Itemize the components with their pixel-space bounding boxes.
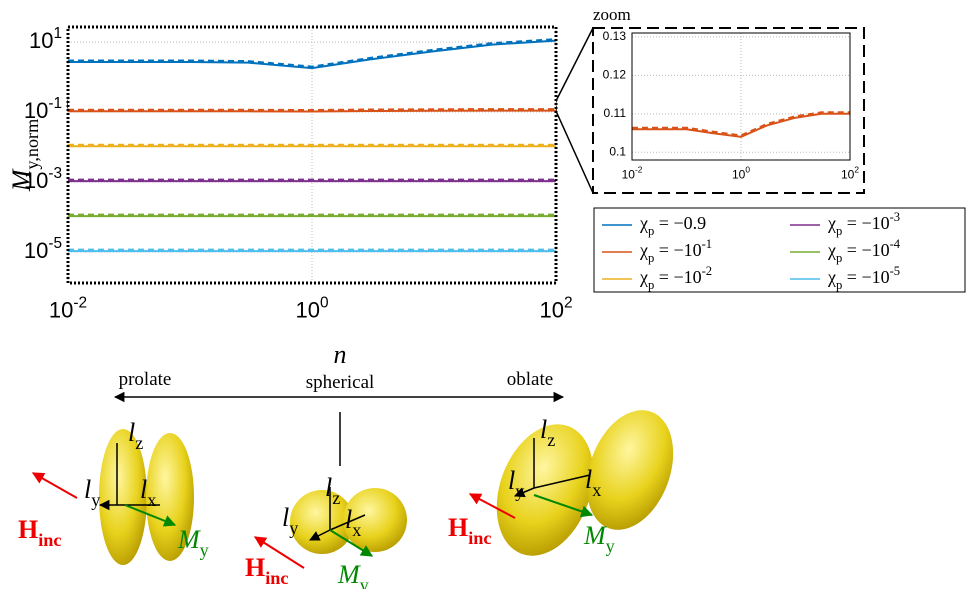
y-tick-label: 10-1 — [24, 95, 62, 123]
y-tick-label: 0.13 — [603, 29, 627, 43]
dimension-label: ly — [84, 475, 101, 510]
data-line — [632, 112, 850, 138]
x-axis-label: n — [334, 340, 347, 369]
ellipsoid — [146, 433, 194, 561]
dimension-label: lz — [325, 473, 340, 508]
x-tick-label: 10-2 — [622, 165, 643, 182]
diagram: prolate spherical oblate — [31, 369, 674, 569]
dimension-label: lz — [128, 418, 143, 453]
plot-area — [68, 27, 556, 283]
legend-frame — [593, 207, 966, 293]
legend-label: χp = −10-3 — [827, 210, 900, 238]
y-tick-label: 101 — [29, 25, 62, 53]
x-tick-label: 102 — [841, 165, 859, 182]
connector — [555, 110, 594, 194]
dimension-label: ly — [282, 503, 299, 538]
legend-label: χp = −0.9 — [639, 213, 706, 238]
ellipsoid — [586, 410, 674, 530]
data-line-dashed — [68, 108, 556, 112]
y-tick-label: 0.12 — [603, 68, 627, 82]
plot-frame — [66, 25, 558, 285]
sphere — [343, 488, 407, 552]
dimension-label: lx — [585, 465, 601, 500]
field-label: Hinc — [18, 515, 61, 550]
data-line — [68, 109, 556, 113]
ellipsoid — [496, 424, 594, 556]
x-tick-label: 100 — [732, 165, 750, 182]
data-line-dashed — [632, 111, 850, 137]
y-tick-label: 10-5 — [24, 235, 62, 263]
zoom-frame — [592, 27, 865, 194]
legend-label: χp = −10-2 — [639, 264, 712, 292]
data-line-dashed — [68, 38, 557, 68]
field-label: Hinc — [448, 513, 491, 548]
dimension-label: ly — [508, 466, 525, 501]
dimension-label: lx — [140, 475, 156, 510]
x-tick-label: 102 — [539, 294, 572, 322]
chart-title: zoom — [593, 5, 631, 24]
y-tick-label: 10-3 — [24, 165, 62, 193]
data-line — [68, 39, 557, 70]
ellipsoid — [99, 429, 147, 565]
label: prolate — [119, 369, 172, 390]
x-tick-label: 100 — [295, 294, 328, 322]
field-label: Hinc — [245, 553, 288, 588]
moment-label: My — [177, 525, 210, 560]
connector — [555, 27, 594, 102]
legend-label: χp = −10-1 — [639, 237, 712, 265]
moment-label: My — [337, 560, 370, 589]
y-axis-label: My,norm — [7, 119, 42, 193]
dimension-label: lx — [345, 505, 361, 540]
plot-frame — [631, 32, 851, 161]
label: spherical — [306, 372, 375, 393]
x-tick-label: 10-2 — [49, 294, 87, 322]
y-tick-label: 0.1 — [609, 144, 626, 158]
dimension-label: lz — [540, 415, 555, 450]
label: oblate — [507, 369, 553, 390]
y-tick-label: 0.11 — [604, 106, 627, 120]
moment-label: My — [583, 521, 616, 556]
legend-label: χp = −10-5 — [827, 264, 900, 292]
legend-label: χp = −10-4 — [827, 237, 901, 265]
